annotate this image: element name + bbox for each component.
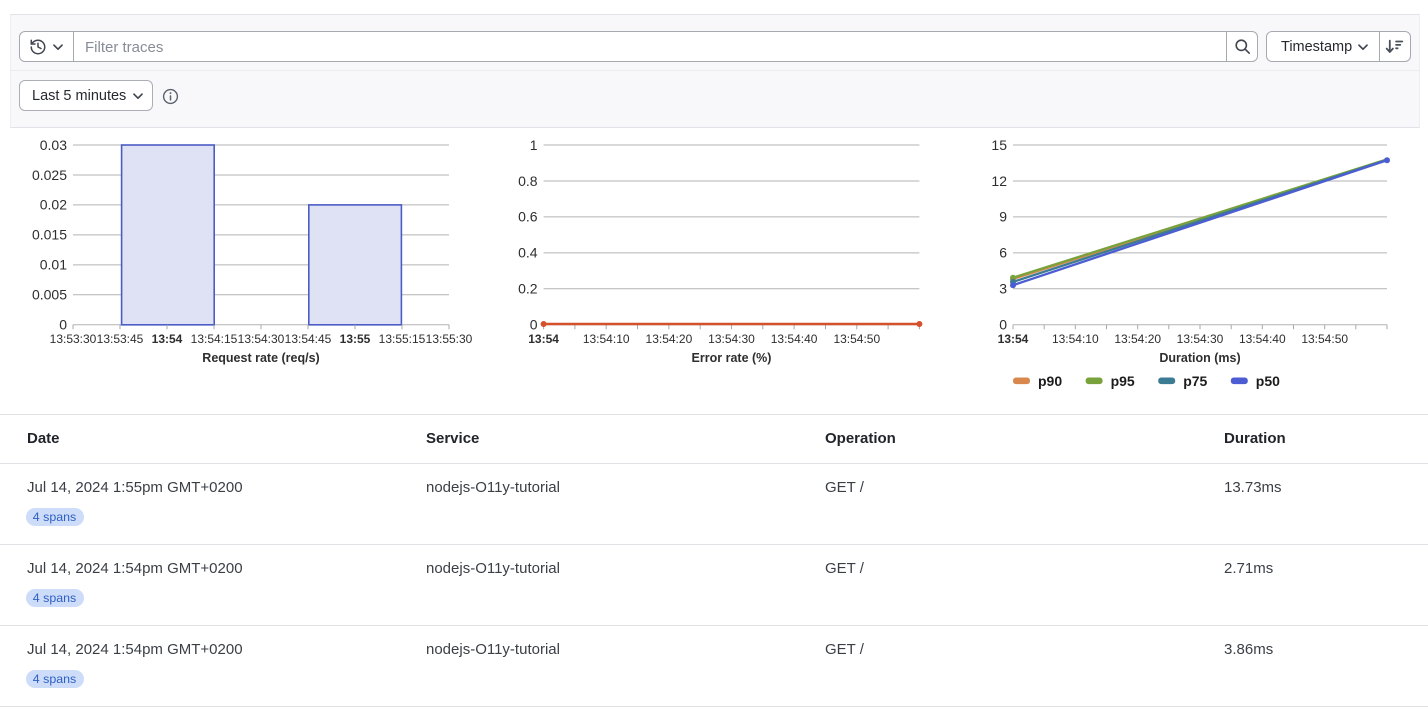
svg-text:13:55:30: 13:55:30 xyxy=(426,332,473,346)
svg-text:13:54:10: 13:54:10 xyxy=(583,332,630,346)
svg-text:13:53:30: 13:53:30 xyxy=(50,332,97,346)
svg-text:1: 1 xyxy=(530,137,538,153)
svg-text:13:54:30: 13:54:30 xyxy=(238,332,285,346)
svg-text:9: 9 xyxy=(999,209,1007,225)
svg-text:Request rate (req/s): Request rate (req/s) xyxy=(202,351,319,365)
svg-text:0.8: 0.8 xyxy=(518,173,538,189)
svg-text:p95: p95 xyxy=(1111,373,1135,389)
svg-text:0.015: 0.015 xyxy=(32,227,67,243)
svg-text:13:55:15: 13:55:15 xyxy=(379,332,426,346)
svg-text:0.4: 0.4 xyxy=(518,245,538,261)
svg-text:0: 0 xyxy=(999,317,1007,333)
svg-text:13:54: 13:54 xyxy=(998,332,1029,346)
svg-text:13:54: 13:54 xyxy=(528,332,559,346)
svg-text:15: 15 xyxy=(991,137,1007,153)
svg-text:13:54:30: 13:54:30 xyxy=(1177,332,1224,346)
svg-text:13:54:50: 13:54:50 xyxy=(833,332,880,346)
svg-text:Duration (ms): Duration (ms) xyxy=(1159,351,1240,365)
svg-text:0.01: 0.01 xyxy=(40,257,67,273)
svg-text:13:54:20: 13:54:20 xyxy=(1114,332,1161,346)
svg-text:13:54:40: 13:54:40 xyxy=(771,332,818,346)
svg-text:13:55: 13:55 xyxy=(340,332,371,346)
svg-text:Error rate (%): Error rate (%) xyxy=(692,351,772,365)
svg-text:0.025: 0.025 xyxy=(32,167,67,183)
svg-text:3: 3 xyxy=(999,281,1007,297)
svg-text:13:54:45: 13:54:45 xyxy=(285,332,332,346)
svg-text:13:53:45: 13:53:45 xyxy=(97,332,144,346)
svg-text:0: 0 xyxy=(530,317,538,333)
svg-text:12: 12 xyxy=(991,173,1007,189)
svg-text:6: 6 xyxy=(999,245,1007,261)
svg-text:0: 0 xyxy=(59,317,67,333)
svg-text:13:54:30: 13:54:30 xyxy=(708,332,755,346)
svg-text:13:54:40: 13:54:40 xyxy=(1239,332,1286,346)
svg-text:0.03: 0.03 xyxy=(40,137,67,153)
svg-text:p90: p90 xyxy=(1038,373,1062,389)
svg-text:13:54:50: 13:54:50 xyxy=(1301,332,1348,346)
svg-text:p50: p50 xyxy=(1256,373,1280,389)
svg-text:13:54:20: 13:54:20 xyxy=(646,332,693,346)
svg-text:0.005: 0.005 xyxy=(32,287,67,303)
svg-text:p75: p75 xyxy=(1183,373,1207,389)
svg-text:13:54: 13:54 xyxy=(152,332,183,346)
svg-text:0.02: 0.02 xyxy=(40,197,67,213)
svg-text:0.6: 0.6 xyxy=(518,209,538,225)
svg-text:13:54:10: 13:54:10 xyxy=(1052,332,1099,346)
svg-text:13:54:15: 13:54:15 xyxy=(191,332,238,346)
svg-text:0.2: 0.2 xyxy=(518,281,538,297)
